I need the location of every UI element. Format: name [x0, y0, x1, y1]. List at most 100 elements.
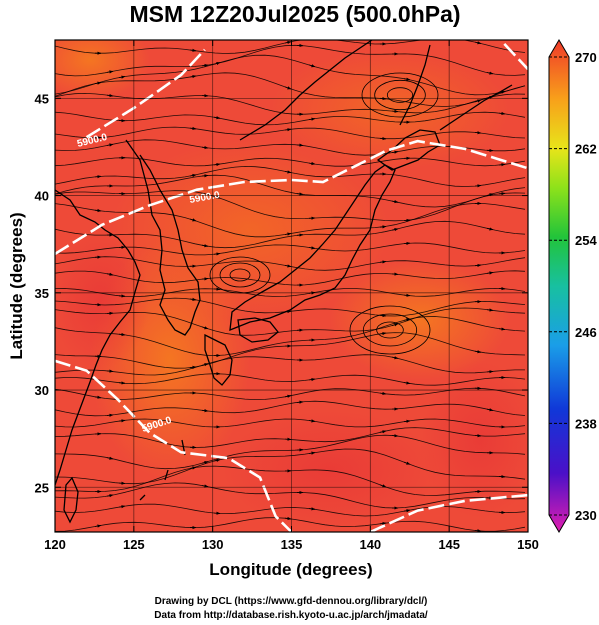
circulation-streamline [362, 313, 418, 347]
streamline-arrow [379, 430, 387, 434]
streamline-arrow [189, 297, 197, 301]
streamline-arrow [308, 117, 316, 121]
y-tick-label: 30 [35, 383, 49, 398]
streamline-arrow [284, 86, 292, 90]
colorbar-ticks: 270 262 254 246 238 230 [549, 50, 597, 523]
streamline-arrow [213, 252, 221, 256]
streamline-arrow [391, 109, 399, 113]
streamline-arrow [118, 332, 126, 337]
streamline-arrow [106, 494, 114, 498]
y-tick-label: 45 [35, 91, 49, 106]
streamline-arrow [296, 400, 304, 404]
streamline-arrow [213, 116, 221, 120]
streamline-arrow [486, 71, 494, 75]
streamline-arrow [106, 272, 114, 276]
streamline-arrow [213, 458, 221, 462]
streamline-arrow [189, 365, 197, 369]
warm-region [55, 40, 150, 100]
x-tick-label: 145 [438, 537, 460, 552]
streamline-arrow [474, 184, 482, 188]
streamline-arrow [379, 484, 387, 488]
streamline-arrow [106, 456, 114, 460]
streamline-arrow [403, 381, 411, 385]
circulation-streamline [229, 268, 251, 282]
streamline-arrow [189, 218, 197, 222]
isoline-5900-path [369, 493, 528, 532]
streamline-arrow [474, 263, 482, 268]
streamline-arrow [379, 331, 387, 336]
streamline-arrow [379, 391, 387, 396]
streamline-arrow [296, 192, 304, 196]
streamline-arrow [201, 326, 209, 330]
streamline-arrow [284, 170, 292, 174]
streamline-arrow [308, 246, 316, 250]
streamline [55, 373, 526, 386]
streamline-arrow [474, 131, 482, 135]
streamline-arrow [474, 529, 482, 532]
streamline-arrow [403, 461, 411, 465]
graticule [55, 40, 528, 532]
y-tick-label: 40 [35, 189, 49, 204]
circulation-streamline [361, 72, 439, 118]
streamline-arrow [284, 40, 292, 45]
streamline [55, 482, 526, 509]
streamline [55, 448, 526, 485]
x-axis-ticks: 120 125 130 135 140 145 150 [44, 40, 539, 552]
streamline [55, 418, 526, 428]
streamline-arrow [94, 208, 102, 213]
colorbar: 270 262 254 246 238 230 [548, 39, 597, 533]
colorbar-tick-label: 238 [575, 416, 597, 431]
streamline-arrow [391, 323, 399, 327]
streamline-arrow [213, 162, 221, 167]
x-axis-label: Longitude (degrees) [209, 560, 372, 579]
streamline [55, 139, 526, 156]
streamline-arrow [486, 271, 494, 275]
isoline-5900-path [503, 43, 528, 71]
streamline [55, 242, 526, 256]
streamline [55, 174, 526, 208]
streamline-arrow [403, 419, 411, 423]
streamline-arrow [189, 48, 197, 52]
streamline-arrow [213, 287, 221, 291]
plot-area: 5900.0 5900.0 5900.0 [55, 40, 528, 532]
streamline-arrow [308, 161, 316, 166]
circulation-streamline [374, 79, 426, 111]
streamline-arrow [106, 369, 114, 373]
streamline-arrow [201, 277, 209, 281]
streamline-arrow [94, 81, 102, 85]
streamline-arrow [391, 228, 399, 232]
streamline-arrow [308, 507, 316, 511]
colorbar-tick-label: 262 [575, 142, 597, 157]
streamline [55, 354, 525, 376]
streamline-arrow [118, 419, 126, 423]
streamline-arrow [391, 434, 399, 438]
circulation-streamline [376, 321, 404, 339]
credit-line-1: Drawing by DCL (https://www.gfd-dennou.o… [155, 596, 428, 607]
taiwan-coastline [63, 476, 79, 524]
streamline-arrow [106, 413, 114, 417]
streamline-arrow [474, 41, 482, 45]
streamline-arrow [474, 350, 482, 354]
streamline-arrow [474, 99, 482, 103]
cool-region [420, 360, 528, 520]
streamline [55, 54, 526, 96]
streamline [55, 111, 526, 126]
streamline-arrow [308, 419, 316, 423]
streamline-arrow [486, 227, 494, 231]
colorbar-tick-label: 270 [575, 50, 597, 65]
x-tick-label: 125 [123, 537, 145, 552]
streamline-arrow [379, 225, 387, 229]
streamline [55, 503, 526, 517]
streamline-arrow [201, 484, 209, 488]
streamline-arrow [403, 218, 411, 222]
streamline [55, 270, 526, 286]
streamline-arrow [94, 175, 102, 179]
y-axis-label: Latitude (degrees) [7, 212, 26, 359]
streamline [55, 220, 526, 249]
streamline-arrow [486, 308, 494, 312]
circulation-streamline [386, 87, 414, 103]
streamline-arrow [308, 451, 316, 455]
japan-kyushu-coastline [204, 333, 233, 386]
streamline-arrow [201, 461, 209, 465]
